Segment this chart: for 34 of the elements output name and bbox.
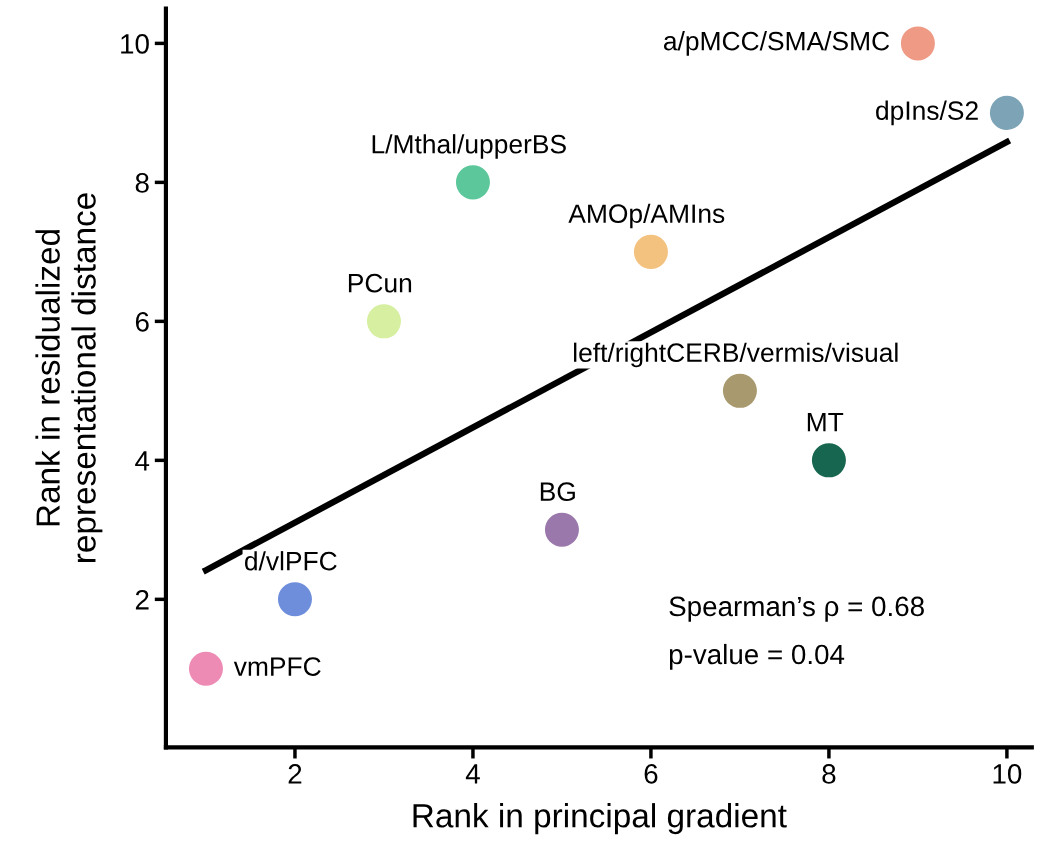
annotation: Spearman’s ρ = 0.68 <box>669 596 924 622</box>
y-tick-label: 6 <box>135 312 149 332</box>
point <box>722 373 757 408</box>
x-tick-label: 2 <box>288 764 302 784</box>
annotation: PCun <box>348 273 412 293</box>
annotation: MT <box>807 413 844 432</box>
annotation: L/Mthal/upperBS <box>372 134 566 159</box>
y-tick-label: 4 <box>135 451 150 471</box>
point <box>811 443 846 478</box>
annotation: BG <box>540 482 575 502</box>
point <box>277 582 312 617</box>
point <box>188 651 223 686</box>
annotation: AMOp/AMIns <box>568 203 725 229</box>
y-tick-label: 10 <box>121 34 149 54</box>
annotation: left/rightCERB/vermis/visual <box>574 342 898 368</box>
y-axis-title: Rank in residualized representational distance <box>35 193 103 562</box>
point <box>900 26 935 61</box>
x-axis-title: Rank in principal gradient <box>413 803 787 835</box>
y-tick-label: 8 <box>135 173 149 193</box>
point <box>544 512 579 547</box>
annotation: dpIns/S2 <box>876 100 978 126</box>
x-tick-label: 10 <box>993 764 1022 784</box>
y-tick-label: 2 <box>135 590 149 610</box>
point <box>633 234 668 269</box>
x-tick-label: 6 <box>644 764 658 784</box>
annotation: d/vlPFC <box>244 551 337 571</box>
annotation: p-value = 0.04 <box>669 643 845 670</box>
annotation: a/pMCC/SMA/SMC <box>663 31 890 56</box>
point <box>455 165 490 200</box>
x-tick-label: 8 <box>822 764 836 784</box>
annotation: vmPFC <box>233 657 321 676</box>
point <box>989 95 1024 130</box>
x-tick-label: 4 <box>465 764 480 784</box>
point <box>366 304 401 339</box>
